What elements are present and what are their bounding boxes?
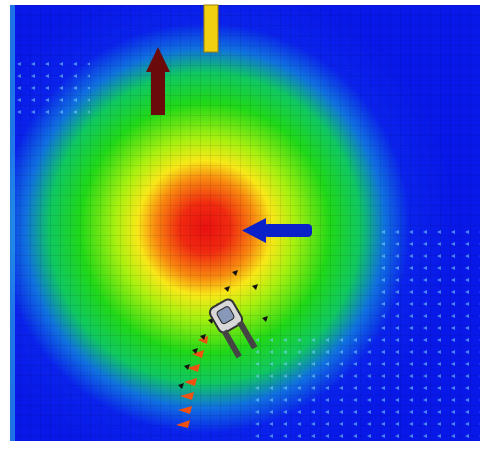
yellow-pole [204,5,218,52]
grid-overlay [10,5,480,441]
left-edge [10,5,15,441]
page: (() => { const data = JSON.parse(documen… [0,0,482,463]
simulation-view [0,0,482,463]
